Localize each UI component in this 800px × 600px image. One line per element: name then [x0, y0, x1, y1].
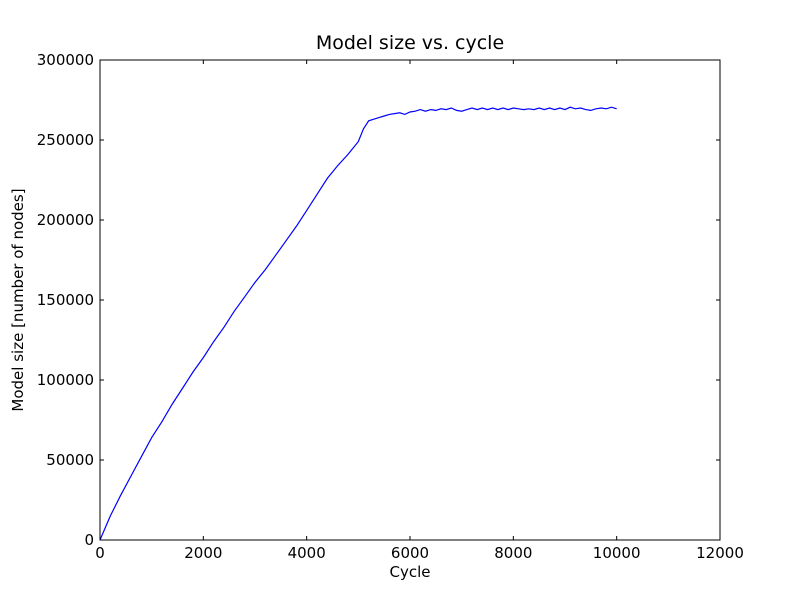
x-axis-label: Cycle: [390, 563, 431, 581]
y-tick-label: 150000: [37, 291, 94, 309]
x-tick-label: 2000: [184, 544, 222, 562]
plot-frame: [99, 59, 721, 541]
tick-labels: 0 2000 4000 6000 8000 10000 12000 0 50000 100000 1…: [37, 51, 744, 562]
x-tick-label: 10000: [593, 544, 641, 562]
plot-area: [100, 60, 720, 540]
x-tick-label: 4000: [288, 544, 326, 562]
x-tick-label: 12000: [696, 544, 744, 562]
y-tick-label: 0: [84, 531, 94, 549]
chart-title: Model size vs. cycle: [316, 32, 504, 54]
x-tick-label: 6000: [391, 544, 429, 562]
y-tick-label: 250000: [37, 131, 94, 149]
series-line: [99, 106, 617, 541]
x-tick-label: 0: [95, 544, 105, 562]
y-axis-label: Model size [number of nodes]: [9, 188, 27, 411]
series-layer: [99, 106, 617, 541]
x-tick-label: 8000: [494, 544, 532, 562]
y-tick-label: 300000: [37, 51, 94, 69]
y-tick-label: 100000: [37, 371, 94, 389]
y-tick-label: 200000: [37, 211, 94, 229]
y-tick-label: 50000: [46, 451, 94, 469]
